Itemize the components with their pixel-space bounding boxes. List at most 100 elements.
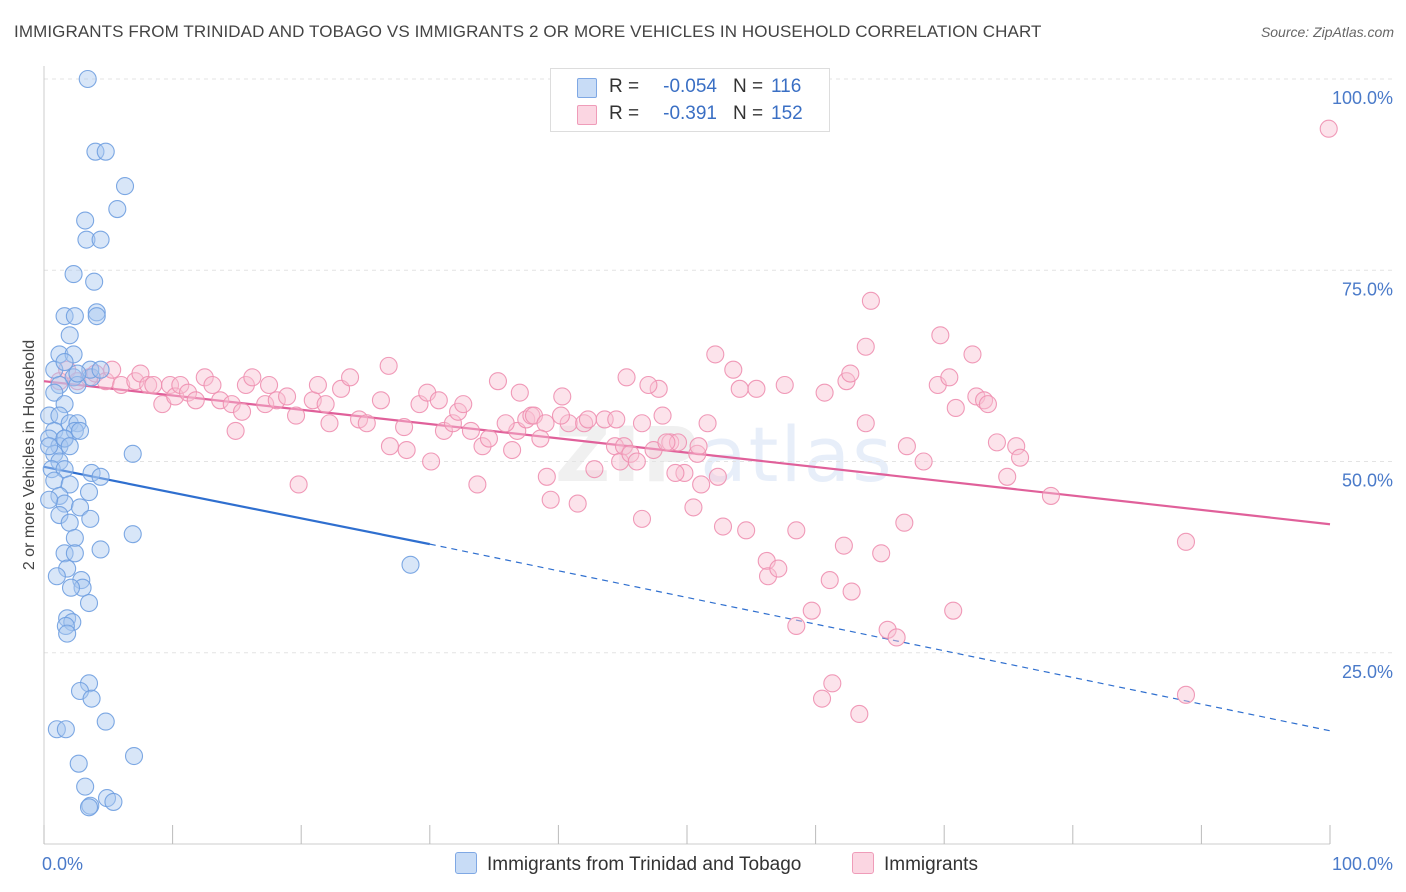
point-immigrants <box>171 375 190 395</box>
point-immigrants <box>998 467 1017 486</box>
point-trinidad <box>60 437 79 456</box>
point-immigrants <box>585 460 604 479</box>
point-immigrants <box>243 368 262 387</box>
point-immigrants <box>688 444 707 463</box>
point-immigrants <box>308 375 327 395</box>
point-immigrants <box>379 356 398 375</box>
point-immigrants <box>289 475 308 494</box>
point-immigrants <box>698 414 717 433</box>
tick-labels: 100.0% 75.0% 50.0% 25.0% 0.0% 100.0% <box>42 88 1393 874</box>
point-trinidad <box>79 483 99 502</box>
point-immigrants <box>758 567 778 586</box>
point-trinidad <box>58 624 77 643</box>
trend-line-trinidad-extension <box>429 543 1331 732</box>
point-immigrants <box>897 437 916 456</box>
point-immigrants <box>706 345 725 364</box>
point-immigrants <box>278 387 297 406</box>
point-trinidad <box>56 720 75 739</box>
point-immigrants <box>787 616 806 636</box>
y-tick-label: 75.0% <box>1342 279 1393 299</box>
point-trinidad <box>91 467 110 486</box>
point-immigrants <box>730 379 749 398</box>
point-immigrants <box>397 440 416 460</box>
point-immigrants <box>371 391 390 410</box>
point-immigrants <box>139 375 158 395</box>
point-immigrants <box>978 395 997 414</box>
point-trinidad <box>401 555 420 574</box>
point-immigrants <box>503 440 522 460</box>
point-immigrants <box>802 601 821 620</box>
stats-legend: R = -0.054 N = 116 R = -0.391 N = 152 <box>550 68 830 132</box>
point-immigrants <box>632 509 652 528</box>
point-trinidad <box>47 567 66 586</box>
point-immigrants <box>639 375 658 395</box>
point-trinidad <box>79 593 99 613</box>
point-trinidad <box>82 463 101 483</box>
point-trinidad <box>77 230 96 249</box>
x-tick-label: 100.0% <box>1332 854 1393 874</box>
y-axis-label: 2 or more Vehicles in Household <box>21 340 38 570</box>
point-trinidad <box>60 326 79 345</box>
legend-r-label: R = <box>609 103 640 124</box>
point-trinidad <box>55 395 74 414</box>
point-immigrants <box>944 601 963 620</box>
point-immigrants <box>510 383 529 402</box>
y-tick-label: 25.0% <box>1342 662 1393 682</box>
point-immigrants <box>713 517 733 536</box>
point-immigrants <box>775 375 794 395</box>
point-trinidad <box>40 437 59 456</box>
point-trinidad <box>58 559 77 578</box>
point-immigrants <box>834 536 853 555</box>
point-immigrants <box>708 467 727 486</box>
point-immigrants <box>737 521 756 540</box>
legend-n-value: 152 <box>771 103 803 124</box>
point-immigrants <box>747 379 766 398</box>
trend-line-immigrants <box>43 380 1331 526</box>
point-immigrants <box>341 368 360 387</box>
point-immigrants <box>887 628 906 647</box>
point-immigrants <box>661 433 680 452</box>
point-trinidad <box>87 307 106 326</box>
point-immigrants <box>856 337 875 356</box>
point-immigrants <box>551 406 571 425</box>
point-immigrants <box>649 379 668 398</box>
legend-n-label: N = <box>733 76 764 97</box>
legend-swatch-blue <box>577 78 597 98</box>
legend-label-trinidad: Immigrants from Trinidad and Tobago <box>487 854 802 875</box>
point-immigrants <box>203 375 222 395</box>
point-immigrants <box>553 387 572 406</box>
point-immigrants <box>666 463 685 483</box>
point-trinidad <box>68 364 87 383</box>
y-tick-label: 50.0% <box>1342 471 1393 491</box>
legend-r-value: -0.054 <box>663 76 717 97</box>
point-trinidad <box>56 616 75 636</box>
chart-title: IMMIGRANTS FROM TRINIDAD AND TOBAGO VS I… <box>14 22 1042 41</box>
point-immigrants <box>653 406 672 425</box>
point-immigrants <box>395 418 414 437</box>
point-immigrants <box>454 395 473 414</box>
point-immigrants <box>316 395 335 414</box>
point-immigrants <box>236 375 255 395</box>
point-trinidad <box>70 421 90 440</box>
chart-source: Source: ZipAtlas.com <box>1260 24 1394 40</box>
legend-swatch-blue <box>455 852 477 874</box>
point-trinidad <box>60 475 79 494</box>
point-trinidad <box>64 265 83 284</box>
point-immigrants <box>380 437 399 456</box>
point-trinidad <box>79 798 99 817</box>
point-immigrants <box>1007 437 1026 456</box>
point-trinidad <box>123 444 142 463</box>
legend-label-immigrants: Immigrants <box>884 854 978 875</box>
point-immigrants <box>267 391 286 410</box>
point-immigrants <box>320 414 339 433</box>
legend-item-trinidad[interactable]: Immigrants from Trinidad and Tobago <box>455 852 801 876</box>
point-immigrants <box>211 391 230 410</box>
point-immigrants <box>931 326 950 345</box>
point-trinidad <box>65 528 84 548</box>
point-immigrants <box>186 391 205 410</box>
point-immigrants <box>468 475 487 494</box>
legend-item-immigrants[interactable]: Immigrants <box>852 852 978 876</box>
point-immigrants <box>144 375 163 395</box>
point-trinidad <box>42 460 61 479</box>
point-trinidad <box>55 544 74 563</box>
